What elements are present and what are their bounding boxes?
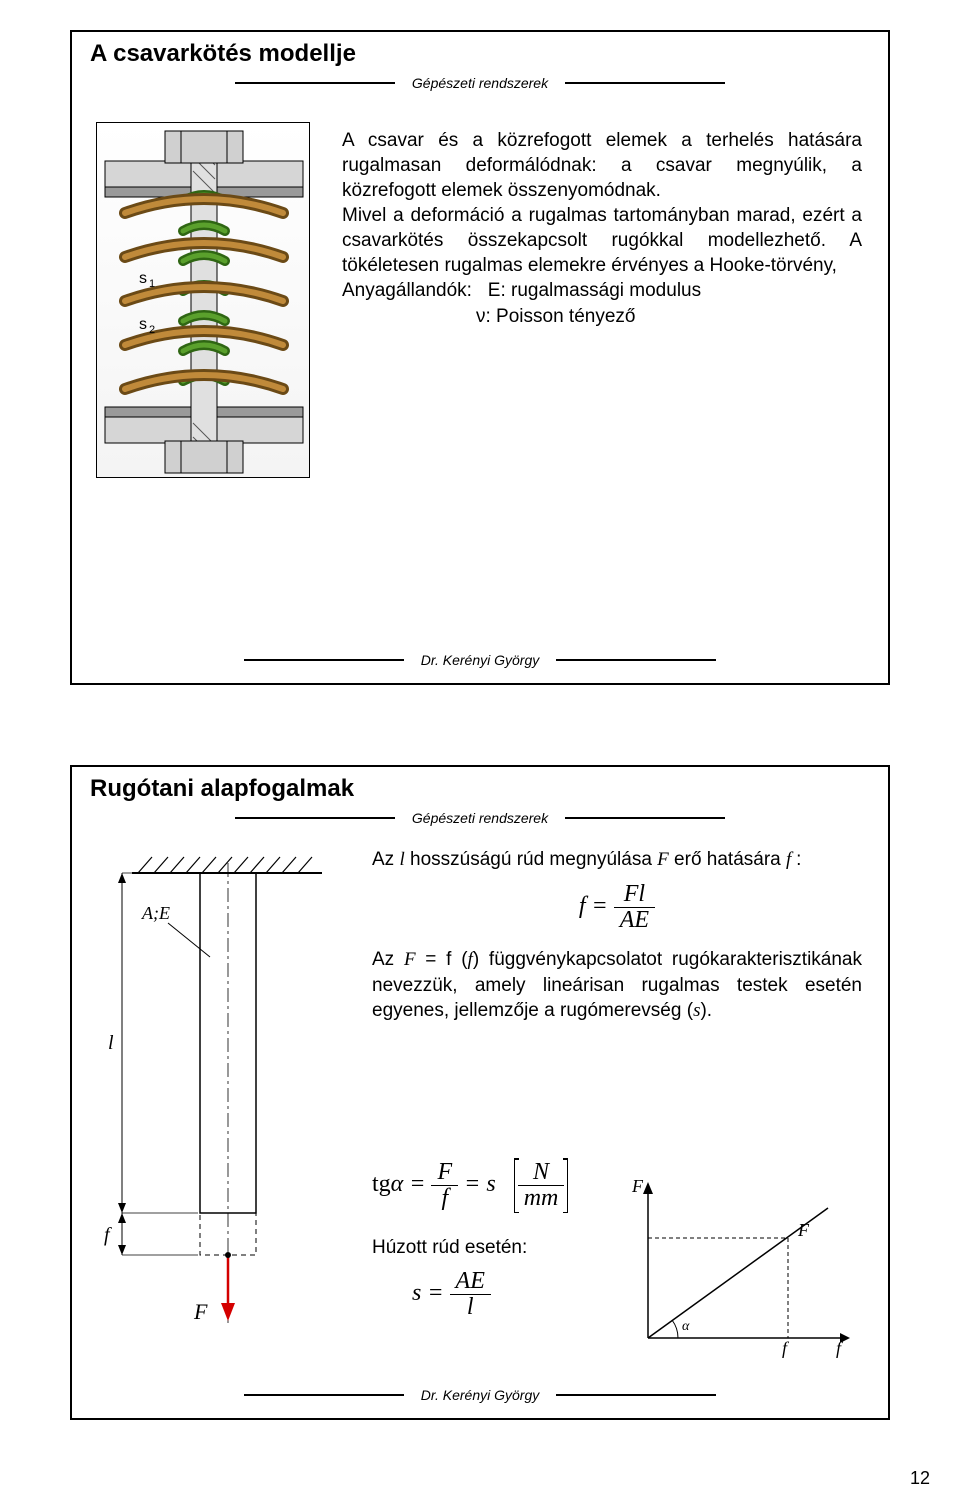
svg-text:F: F: [631, 1178, 644, 1196]
rod-figure: A;E l f F: [102, 853, 332, 1333]
svg-text:α: α: [682, 1319, 690, 1334]
t: erő hatására: [669, 849, 786, 870]
graph-svg: α F f f F: [618, 1178, 858, 1358]
unit-mm: mm: [518, 1186, 565, 1211]
fraction: F f: [431, 1160, 458, 1211]
var-F: F: [657, 849, 669, 870]
slide1-p2: Mivel a deformáció a rugalmas tartományb…: [342, 203, 862, 278]
slide1-subtitle-bar: Gépészeti rendszerek: [72, 74, 888, 92]
spring-model-figure: s 1 s 2: [96, 122, 310, 478]
t: ).: [700, 1000, 712, 1021]
slide1-title: A csavarkötés modellje: [90, 40, 356, 68]
rule-left: [244, 659, 404, 661]
page-number: 12: [910, 1468, 930, 1489]
rule-left: [235, 817, 395, 819]
eq-tgalpha: tgα = F f = s N mm: [372, 1149, 568, 1226]
svg-text:F: F: [193, 1299, 208, 1324]
slide2-p1: Az l hosszúságú rúd megnyúlása F erő hat…: [372, 847, 862, 872]
rule-right: [565, 82, 725, 84]
rule-right: [556, 659, 716, 661]
t: :: [796, 849, 801, 870]
t: Az: [372, 849, 399, 870]
slide2-title: Rugótani alapfogalmak: [90, 775, 354, 803]
eq-den: AE: [614, 908, 655, 933]
force-displacement-graph: α F f f F: [618, 1178, 858, 1358]
slide1-body: A csavar és a közrefogott elemek a terhe…: [342, 128, 862, 329]
slide1-p1: A csavar és a közrefogott elemek a terhe…: [342, 128, 862, 203]
var-f: f: [786, 849, 796, 870]
den: l: [450, 1295, 491, 1320]
fraction: AE l: [450, 1269, 491, 1320]
rule-left: [244, 1394, 404, 1396]
fraction: Fl AE: [614, 882, 655, 933]
slide2-subtitle: Gépészeti rendszerek: [412, 810, 548, 826]
slide2-footer-text: Dr. Kerényi György: [421, 1387, 540, 1403]
slide-spring-basics: Rugótani alapfogalmak Gépészeti rendszer…: [70, 765, 890, 1420]
rule-right: [556, 1394, 716, 1396]
p3-label: Anyagállandók:: [342, 280, 472, 301]
svg-text:F: F: [797, 1220, 810, 1240]
alpha: α: [391, 1171, 404, 1197]
unit-N: N: [518, 1160, 565, 1186]
eq-huzott: Húzott rúd esetén: s = AE l: [372, 1237, 527, 1334]
slide2-subtitle-bar: Gépészeti rendszerek: [72, 809, 888, 827]
slide1-footer-text: Dr. Kerényi György: [421, 652, 540, 668]
label-s1: s: [139, 270, 147, 287]
t: = f (: [416, 949, 468, 970]
p3-label: Húzott rúd esetén:: [372, 1237, 527, 1259]
spring-svg: s 1 s 2: [97, 123, 311, 479]
eq-f-Fl-AE: f = Fl AE: [372, 882, 862, 933]
svg-text:f: f: [104, 1224, 112, 1246]
svg-text:l: l: [108, 1032, 114, 1054]
eq-lhs: f =: [579, 893, 608, 919]
slide1-subtitle: Gépészeti rendszerek: [412, 75, 548, 91]
den: f: [431, 1186, 458, 1211]
slide2-footer: Dr. Kerényi György: [72, 1386, 888, 1404]
slide1-footer: Dr. Kerényi György: [72, 651, 888, 669]
rule-left: [235, 82, 395, 84]
rod-svg: A;E l f F: [102, 853, 332, 1333]
svg-text:A;E: A;E: [141, 903, 170, 923]
t: Az: [372, 949, 404, 970]
svg-text:f: f: [782, 1338, 790, 1358]
eq-s: = s: [464, 1171, 496, 1197]
svg-text:1: 1: [149, 278, 155, 290]
rule-right: [565, 817, 725, 819]
unit-bracket: N mm: [514, 1159, 569, 1212]
slide1-p3: Anyagállandók: E: rugalmassági modulus: [342, 278, 862, 303]
var-F: F: [404, 949, 416, 970]
num: F: [431, 1160, 458, 1186]
svg-text:2: 2: [149, 324, 155, 336]
eq-num: Fl: [614, 882, 655, 908]
slide2-p2: Az F = f (f) függvénykapcsolatot rugókar…: [372, 947, 862, 1022]
p3-l2: ν: Poisson tényező: [476, 304, 862, 329]
slide2-body: Az l hosszúságú rúd megnyúlása F erő hat…: [372, 847, 862, 1023]
eq-lhs: s =: [412, 1280, 450, 1306]
num: AE: [450, 1269, 491, 1295]
label-s2: s: [139, 316, 147, 333]
eq: =: [403, 1171, 431, 1197]
tg: tg: [372, 1171, 391, 1197]
slide-screw-model: A csavarkötés modellje Gépészeti rendsze…: [70, 30, 890, 685]
p3-l1: E: rugalmassági modulus: [488, 280, 701, 301]
t: hosszúságú rúd megnyúlása: [405, 849, 657, 870]
